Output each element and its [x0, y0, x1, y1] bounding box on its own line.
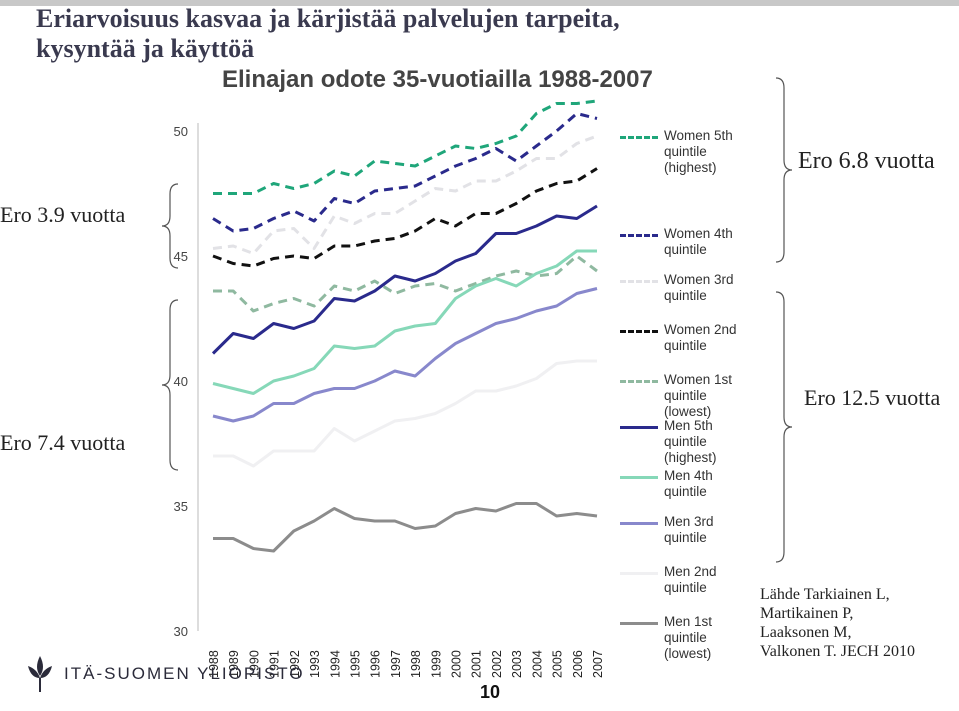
x-tick-label: 2000	[450, 650, 464, 678]
chart-title: Elinajan odote 35-vuotiailla 1988-2007	[222, 66, 653, 93]
slide-header-line2: kysyntää ja käyttöä	[36, 34, 255, 63]
x-tick-label: 1991	[268, 650, 282, 678]
y-tick-label: 30	[174, 624, 188, 639]
legend-label: Women 5th quintile (highest)	[664, 128, 733, 175]
legend-swatch	[620, 234, 658, 237]
x-tick-label: 2003	[510, 650, 524, 678]
note-men-gap: Ero 12.5 vuotta	[804, 385, 941, 410]
y-tick-label: 40	[174, 374, 188, 389]
x-tick-label: 2006	[571, 650, 585, 678]
source-line1: Lähde Tarkiainen L,	[760, 586, 890, 603]
x-tick-label: 1996	[369, 650, 383, 678]
x-tick-label: 1992	[288, 650, 302, 678]
source-citation: Lähde Tarkiainen L, Martikainen P, Laaks…	[760, 585, 915, 661]
legend-label: Women 2nd quintile	[664, 322, 737, 353]
series-line	[212, 249, 597, 395]
university-flower-icon	[28, 656, 52, 692]
y-tick-label: 45	[174, 249, 188, 264]
x-tick-label: 1993	[308, 650, 322, 678]
y-tick-label: 35	[174, 499, 188, 514]
legend-swatch	[620, 572, 658, 575]
legend-swatch	[620, 426, 658, 429]
x-tick-label: 1988	[207, 650, 221, 678]
legend-swatch	[620, 622, 658, 625]
x-tick-label: 2004	[530, 650, 544, 678]
legend-swatch	[620, 330, 658, 333]
source-line2: Martikainen P,	[760, 605, 854, 622]
series-line	[212, 167, 598, 268]
slide-header: Eriarvoisuus kasvaa ja kärjistää palvelu…	[36, 4, 620, 64]
note-men-low-gap: Ero 7.4 vuotta	[0, 430, 126, 455]
university-logo: ITÄ-SUOMEN YLIOPISTO	[24, 654, 305, 694]
series-line	[212, 112, 598, 233]
legend-swatch	[620, 476, 658, 479]
legend-swatch	[620, 380, 658, 383]
x-tick-label: 1995	[348, 650, 362, 678]
legend-swatch	[620, 280, 658, 283]
note-women-low-gap: Ero 3.9 vuotta	[0, 202, 126, 227]
series-line	[213, 502, 598, 553]
series-line	[212, 134, 598, 255]
note-women-gap: Ero 6.8 vuotta	[798, 148, 935, 174]
x-tick-label: 2002	[490, 650, 504, 678]
x-tick-label: 1989	[227, 650, 241, 678]
legend-label: Men 5th quintile (highest)	[664, 418, 717, 465]
x-tick-label: 1997	[389, 650, 403, 678]
x-tick-label: 1994	[328, 650, 342, 678]
series-line	[211, 204, 598, 355]
legend-label: Women 3rd quintile	[664, 272, 734, 303]
series-line	[212, 287, 598, 423]
brace-men-gap	[775, 291, 793, 563]
series-line	[213, 254, 598, 313]
x-tick-label: 1999	[429, 650, 443, 678]
legend-label: Women 4th quintile	[664, 226, 733, 257]
x-tick-label: 2001	[470, 650, 484, 678]
brace-women-low	[161, 183, 179, 269]
legend-swatch	[620, 136, 658, 139]
x-tick-label: 1998	[409, 650, 423, 678]
source-line4: Valkonen T. JECH 2010	[760, 643, 915, 660]
x-tick-label: 1990	[247, 650, 261, 678]
source-line3: Laaksonen M,	[760, 624, 852, 641]
university-name: ITÄ-SUOMEN YLIOPISTO	[64, 664, 305, 683]
y-tick-label: 50	[174, 124, 188, 139]
legend-label: Men 3rd quintile	[664, 514, 714, 545]
x-tick-label: 2005	[551, 650, 565, 678]
slide-header-line1: Eriarvoisuus kasvaa ja kärjistää palvelu…	[36, 4, 620, 33]
legend-label: Men 1st quintile (lowest)	[664, 614, 713, 661]
x-tick-label: 2007	[591, 650, 605, 678]
brace-women-gap	[775, 77, 793, 263]
legend-label: Women 1st quintile (lowest)	[664, 372, 733, 419]
legend-label: Men 2nd quintile	[664, 564, 717, 595]
series-line	[213, 99, 598, 195]
top-bar	[0, 0, 959, 6]
series-line	[213, 359, 597, 468]
brace-men-low	[161, 299, 179, 471]
legend-label: Men 4th quintile	[664, 468, 713, 499]
page-number: 10	[480, 682, 501, 702]
legend-swatch	[620, 522, 658, 525]
